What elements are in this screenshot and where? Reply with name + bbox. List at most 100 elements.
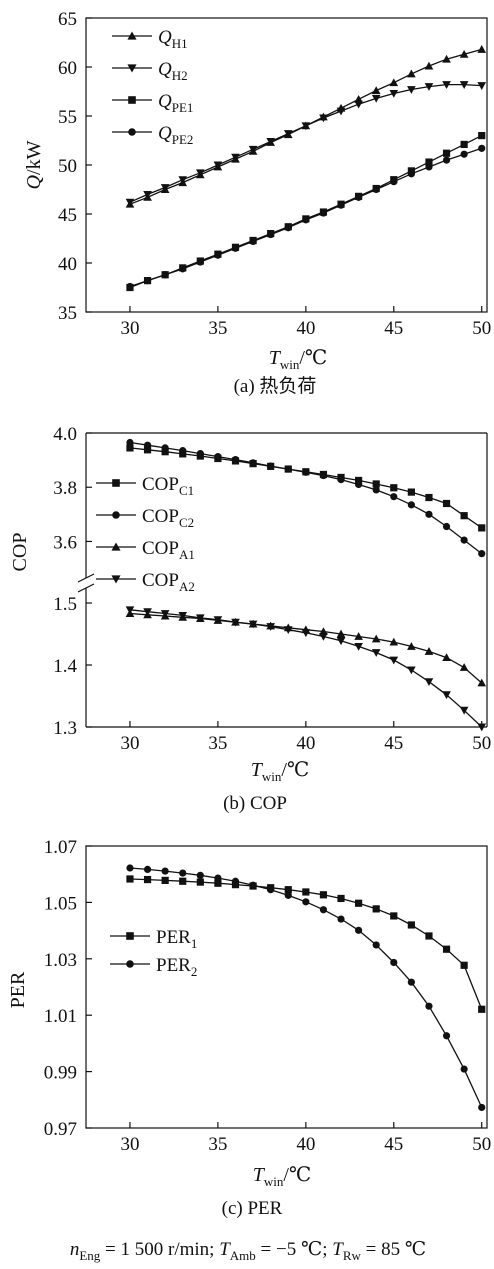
panel-a-x-tick-label: 50 [472, 318, 491, 339]
panel-b-data-point [196, 450, 204, 458]
panel-a-y-tick-label: 40 [58, 254, 77, 275]
panel-a-legend-entry [112, 64, 152, 73]
panel-a-legend-entry [112, 128, 152, 136]
panel-b-data-point [283, 626, 293, 634]
panel-b-data-point [460, 536, 468, 544]
panel-a-x-tick-label: 45 [384, 318, 403, 339]
panel-b-data-point [178, 611, 188, 620]
panel-b-data-point [319, 471, 328, 480]
panel-c-data-point [355, 899, 363, 907]
panel-c-y-axis-label: PER [7, 971, 29, 1008]
panel-c-data-point [460, 1065, 468, 1073]
panel-c-data-point [143, 875, 152, 884]
panel-c-data-point [161, 867, 169, 875]
panel-b-legend-label: COPA2 [142, 570, 195, 594]
panel-a-data-point [125, 198, 135, 207]
panel-c-data-point [390, 912, 398, 920]
panel-b-x-tick-label: 40 [296, 733, 315, 754]
panel-b-x-tick-label: 50 [472, 733, 491, 754]
panel-c-caption: (c) PER [222, 1198, 283, 1219]
panel-c-data-point [337, 894, 345, 903]
panel-c-x-ticks: 30 35 40 45 50 [120, 1122, 491, 1155]
panel-a-data-point [337, 201, 345, 209]
panel-a-legend-label: QPE1 [158, 91, 193, 115]
panel-b-data-point [336, 629, 346, 638]
panel-b-data-point [459, 706, 469, 715]
panel-a-data-point [407, 86, 416, 94]
panel-b-data-point [160, 610, 170, 618]
panel-b-data-point [477, 678, 487, 687]
panel-c-data-point [372, 905, 380, 913]
panel-a-legend-label: QPE2 [158, 123, 193, 147]
panel-b-data-point [478, 524, 486, 532]
panel-b-data-point [442, 691, 451, 700]
panel-b-data-point [302, 468, 310, 476]
panel-a-data-point [442, 81, 451, 89]
panel-b-legend-entry [96, 575, 136, 584]
panel-c-data-point [407, 921, 415, 929]
panel-c-data-point [179, 869, 187, 877]
panel-b-data-point [389, 656, 399, 665]
panel-b-data-point [196, 614, 205, 623]
panel-b-data-point [231, 455, 240, 464]
panel-a-y-tick-label: 60 [58, 58, 77, 79]
panel-b-x-tick-label: 45 [384, 733, 403, 754]
panel-c-x-tick-label: 35 [208, 1134, 227, 1155]
panel-c-data-point [302, 888, 310, 896]
panel-c-per: 0.970.991.011.031.051.07 30 35 40 45 50 PER … [7, 837, 491, 1219]
panel-b-data-point [355, 476, 363, 485]
panel-b-legend-label: COPC1 [142, 474, 194, 498]
panel-c-legend-entry [110, 960, 150, 968]
panel-a-legend: QH1 QH2 QPE1 QPE2 [112, 27, 193, 147]
panel-b-legend-entry [96, 511, 136, 519]
panel-b-legend-marker [112, 511, 120, 519]
panel-a-y-tick-label: 45 [58, 205, 77, 226]
panel-c-y-tick-label: 0.99 [44, 1063, 77, 1084]
panel-c-legend-label: PER2 [156, 955, 197, 979]
panel-b-data-point [442, 499, 451, 508]
panel-a-series-q-pe2 [126, 144, 486, 291]
panel-c-plot-frame [85, 845, 488, 1129]
panel-b-legend-label: COPC2 [142, 506, 194, 530]
panel-a-data-point [160, 184, 170, 192]
panel-a-legend-marker [127, 64, 137, 73]
panel-c-legend-marker [126, 932, 134, 940]
panel-b-data-point [389, 637, 399, 646]
panel-c-data-point [407, 978, 415, 986]
panel-a-data-point [284, 224, 292, 232]
panel-a-legend-entry [112, 96, 152, 104]
panel-a-heat-load: 35 40 45 50 55 60 65 30 35 40 45 50 Q/kW Twin/℃ (a… [23, 9, 491, 397]
panel-b-y-tick-label: 1.5 [53, 594, 77, 615]
panel-a-data-point [407, 170, 415, 178]
panel-a-data-point [442, 149, 451, 157]
panel-a-data-point [126, 282, 134, 291]
panel-b-data-point [442, 653, 451, 662]
panel-a-legend-marker [128, 128, 136, 136]
panel-a-data-point [283, 130, 293, 138]
panel-c-data-point [355, 926, 363, 934]
panel-c-y-tick-label: 0.97 [44, 1119, 77, 1140]
panel-b-data-point [161, 444, 169, 452]
panel-a-data-point [425, 163, 433, 171]
panel-c-data-point [442, 945, 451, 953]
panel-a-data-point [248, 145, 258, 154]
panel-a-data-point [371, 94, 381, 103]
panel-b-data-point [390, 493, 398, 501]
panel-a-x-tick-label: 30 [120, 318, 139, 339]
panel-c-data-point [372, 941, 380, 949]
panel-b-data-point [354, 632, 363, 640]
panel-a-data-point [459, 81, 469, 89]
panel-a-x-axis-label: Twin/℃ [269, 347, 328, 372]
panel-b-x-tick-label: 35 [208, 733, 227, 754]
panel-a-data-point [161, 271, 169, 279]
panel-b-data-point [126, 438, 134, 447]
panel-b-data-point [301, 629, 311, 638]
panel-b-data-point [267, 462, 275, 470]
panel-b-data-point [442, 522, 451, 531]
panel-b-data-point [355, 480, 363, 489]
panel-b-data-point [407, 501, 415, 509]
panel-b-data-point [407, 488, 415, 496]
panel-b-data-point [161, 448, 169, 456]
panel-b-series-cop-a2 [125, 606, 487, 732]
panel-b-data-point [424, 647, 434, 655]
